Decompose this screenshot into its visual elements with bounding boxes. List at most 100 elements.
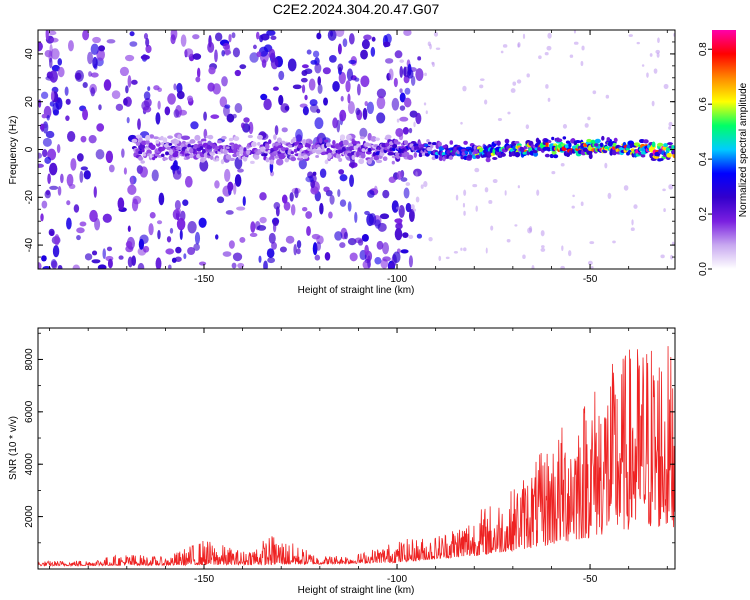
ridge-blob	[431, 142, 437, 146]
noise-blob	[173, 83, 177, 91]
noise-blob	[49, 101, 55, 107]
noise-blob	[131, 79, 138, 85]
noise-blob	[92, 56, 98, 69]
noise-blob	[354, 211, 358, 223]
ridge-blob	[141, 148, 145, 153]
noise-blob	[541, 245, 545, 249]
ridge-blob	[601, 135, 605, 141]
ridge-blob	[557, 138, 563, 143]
noise-blob	[408, 127, 413, 134]
noise-blob	[423, 180, 428, 188]
noise-blob	[403, 97, 412, 108]
noise-blob	[319, 168, 327, 178]
ridge-blob	[342, 139, 349, 146]
noise-blob	[662, 188, 666, 192]
noise-blob	[323, 186, 330, 193]
noise-blob	[44, 156, 52, 164]
noise-blob	[234, 69, 242, 77]
noise-blob	[302, 106, 309, 116]
noise-blob	[196, 67, 201, 79]
colorbar-tick-label: 0.0	[698, 262, 709, 276]
snr-y-tick-label: 2000	[24, 505, 35, 528]
noise-blob	[517, 185, 520, 189]
noise-blob	[68, 183, 76, 189]
ridge-blob	[382, 156, 388, 162]
noise-blob	[65, 98, 71, 105]
noise-blob	[544, 52, 549, 56]
noise-blob	[76, 153, 84, 162]
ridge-blob	[359, 136, 365, 140]
noise-blob	[38, 41, 43, 52]
noise-blob	[312, 50, 320, 58]
ridge-blob	[472, 154, 477, 160]
noise-blob	[347, 93, 351, 104]
ridge-blob	[193, 143, 199, 148]
noise-blob	[413, 121, 416, 128]
noise-blob	[182, 199, 189, 207]
noise-blob	[243, 117, 250, 123]
noise-blob	[272, 86, 279, 91]
noise-blob	[239, 237, 246, 243]
noise-blob	[373, 185, 378, 196]
noise-blob	[221, 49, 226, 57]
ridge-blob	[492, 156, 498, 160]
ridge-blob	[391, 160, 395, 165]
noise-blob	[38, 152, 43, 159]
ridge-blob	[274, 155, 279, 159]
ridge-blob	[568, 142, 572, 148]
noise-blob	[310, 59, 318, 65]
noise-blob	[118, 255, 124, 260]
noise-blob	[581, 45, 585, 51]
noise-blob	[656, 52, 660, 58]
noise-blob	[97, 264, 107, 269]
ridge-blob	[138, 150, 143, 155]
noise-blob	[158, 192, 165, 206]
ridge-blob	[232, 153, 238, 158]
noise-blob	[376, 240, 384, 250]
spectrogram-y-axis-label: Frequency (Hz)	[8, 116, 19, 185]
noise-blob	[306, 226, 311, 237]
noise-blob	[412, 208, 417, 212]
noise-blob	[408, 255, 413, 268]
noise-blob	[82, 81, 88, 88]
snr-y-tick-label: 4000	[24, 453, 35, 476]
ridge-blob	[659, 158, 664, 161]
noise-blob	[374, 257, 382, 265]
noise-blob	[580, 61, 584, 67]
noise-blob	[184, 48, 194, 58]
ridge-blob	[609, 149, 614, 156]
noise-blob	[198, 261, 207, 266]
ridge-blob	[160, 153, 165, 158]
noise-blob	[308, 78, 316, 91]
spectrogram-x-axis-label: Height of straight line (km)	[298, 285, 415, 296]
ridge-blob	[594, 143, 599, 147]
noise-blob	[568, 250, 572, 257]
noise-blob	[258, 255, 262, 263]
noise-blob	[342, 38, 348, 48]
ridge-blob	[651, 141, 656, 148]
noise-blob	[147, 86, 151, 92]
noise-blob	[630, 227, 635, 231]
noise-blob	[359, 127, 368, 139]
noise-blob	[164, 106, 171, 116]
ridge-blob	[269, 159, 275, 165]
noise-blob	[180, 34, 187, 47]
noise-blob	[137, 262, 145, 269]
noise-blob	[95, 149, 105, 160]
noise-blob	[130, 176, 134, 187]
noise-blob	[275, 158, 284, 166]
noise-blob	[60, 173, 64, 184]
ridge-blob	[640, 154, 646, 158]
spectrogram-y-tick-label: -20	[24, 190, 35, 205]
noise-blob	[463, 210, 466, 216]
noise-blob	[295, 128, 303, 142]
ridge-blob	[200, 138, 207, 142]
ridge-blob	[486, 151, 493, 157]
noise-blob	[105, 150, 114, 164]
noise-blob	[335, 30, 345, 38]
noise-blob	[214, 49, 218, 63]
noise-blob	[301, 64, 309, 69]
noise-blob	[179, 229, 183, 240]
ridge-blob	[145, 134, 151, 141]
noise-blob	[131, 198, 139, 212]
